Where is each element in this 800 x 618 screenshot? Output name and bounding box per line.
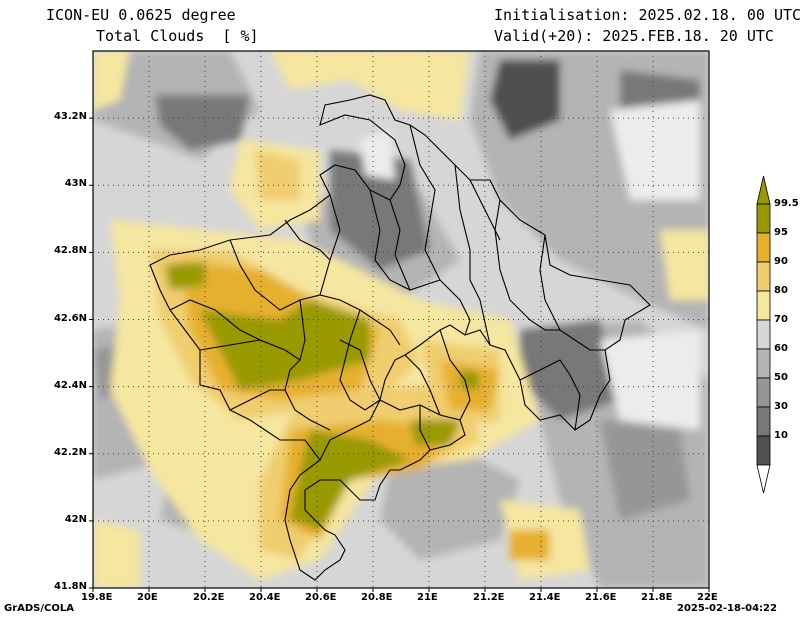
lon-tick-label: 21E (417, 592, 438, 603)
lat-tick-label: 43.2N (53, 111, 87, 123)
colorbar-swatch (756, 290, 771, 321)
lat-tick-label: 42.6N (53, 312, 87, 324)
colorbar-label: 95 (774, 227, 788, 238)
colorbar-label: 50 (774, 372, 788, 383)
colorbar-top-triangle (756, 175, 771, 205)
colorbar-swatch (756, 203, 771, 234)
colorbar-label: 99.5 (774, 198, 799, 209)
lat-tick-label: 41.8N (53, 581, 87, 592)
lon-tick-label: 20E (137, 592, 158, 603)
cloud-field (93, 51, 709, 588)
colorbar-bottom-triangle (756, 464, 771, 494)
colorbar-label: 90 (774, 256, 788, 267)
colorbar-swatch (756, 232, 771, 263)
colorbar-swatch (756, 319, 771, 350)
footer-credit: GrADS/COLA (4, 603, 74, 614)
lon-tick-label: 22E (697, 592, 718, 603)
model-title: ICON-EU 0.0625 degree (46, 6, 236, 24)
lon-tick-label: 21.6E (585, 592, 617, 603)
colorbar-swatch (756, 377, 771, 408)
colorbar-swatch (756, 435, 771, 466)
variable-title: Total Clouds [ %] (96, 27, 259, 45)
colorbar-label: 30 (774, 401, 788, 412)
admin-borders (149, 94, 651, 581)
lon-tick-label: 21.2E (473, 592, 505, 603)
colorbar-swatch (756, 261, 771, 292)
lon-tick-label: 21.4E (529, 592, 561, 603)
lon-tick-label: 20.4E (249, 592, 281, 603)
lat-tick-label: 42.2N (53, 446, 87, 458)
lat-tick-label: 42N (64, 513, 87, 525)
lon-tick-label: 21.8E (641, 592, 673, 603)
lon-tick-label: 20.8E (361, 592, 393, 603)
axis-ticks (89, 117, 710, 592)
lat-tick-label: 43N (64, 178, 87, 190)
lon-tick-label: 19.8E (81, 592, 113, 603)
lon-tick-label: 20.6E (305, 592, 337, 603)
colorbar-label: 60 (774, 343, 788, 354)
colorbar-swatch (756, 348, 771, 379)
colorbar-legend (756, 175, 771, 494)
init-time: Initialisation: 2025.02.18. 00 UTC (494, 6, 800, 24)
lat-tick-label: 42.8N (53, 245, 87, 257)
footer-timestamp: 2025-02-18-04:22 (677, 603, 777, 614)
valid-time: Valid(+20): 2025.FEB.18. 20 UTC (494, 27, 774, 45)
colorbar-label: 70 (774, 314, 788, 325)
colorbar-label: 80 (774, 285, 788, 296)
lat-tick-label: 42.4N (53, 379, 87, 391)
colorbar-swatch (756, 406, 771, 437)
colorbar-label: 10 (774, 430, 788, 441)
lon-tick-label: 20.2E (193, 592, 225, 603)
